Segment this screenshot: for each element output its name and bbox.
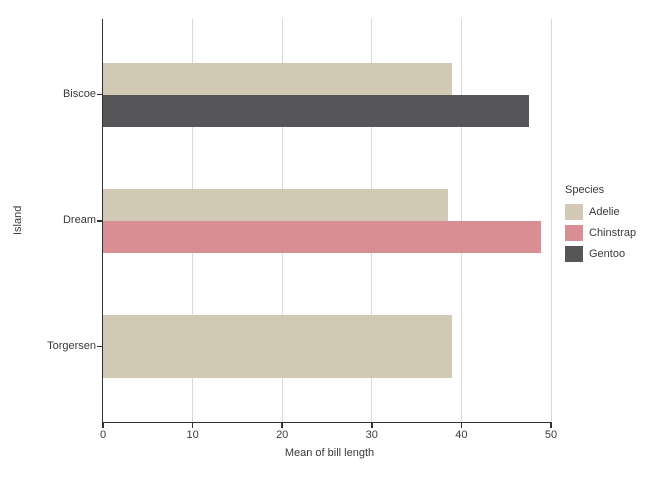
x-tick-0 (102, 423, 104, 428)
legend-title: Species (565, 184, 605, 196)
x-axis-title: Mean of bill length (284, 447, 375, 459)
legend-swatch-gentoo (565, 246, 583, 262)
x-tick-label-30: 30 (365, 429, 378, 441)
legend: Species Adelie Chinstrap Gentoo (565, 184, 636, 267)
bar-gentoo-biscoe (103, 94, 529, 127)
x-tick-10 (191, 423, 194, 428)
x-tick-20 (281, 423, 283, 428)
bar-chinstrap-dream (103, 220, 541, 253)
x-tick-label-0: 0 (99, 429, 107, 441)
x-axis-line (101, 421, 552, 423)
x-tick-label-40: 40 (455, 429, 468, 441)
y-tick-dream (96, 220, 102, 222)
plot-area (103, 19, 556, 422)
bar-adelie-torgersen (103, 315, 452, 379)
legend-swatch-chinstrap (565, 225, 583, 241)
x-tick-label-10: 10 (186, 429, 199, 441)
legend-label-chinstrap: Chinstrap (589, 226, 637, 239)
bar-adelie-dream (103, 188, 448, 221)
gridline-40 (460, 19, 462, 422)
y-axis-line (101, 19, 103, 423)
bar-adelie-biscoe (103, 62, 453, 95)
y-tick-biscoe (96, 93, 102, 96)
y-tick-label-torgersen: Torgersen (47, 340, 96, 353)
y-tick-torgersen (96, 345, 102, 348)
legend-swatch-adelie (565, 204, 583, 220)
x-tick-30 (371, 423, 373, 428)
x-tick-label-20: 20 (276, 429, 289, 441)
x-tick-50 (550, 423, 552, 428)
gridline-50 (550, 19, 552, 422)
legend-label-gentoo: Gentoo (589, 247, 626, 260)
x-tick-40 (460, 423, 463, 428)
legend-entry-gentoo: Gentoo (565, 246, 636, 262)
y-tick-label-dream: Dream (62, 214, 96, 227)
legend-entry-adelie: Adelie (565, 204, 636, 220)
legend-entries: Adelie Chinstrap Gentoo (565, 204, 636, 262)
y-tick-label-biscoe: Biscoe (62, 88, 96, 100)
x-tick-label-50: 50 (544, 429, 558, 441)
legend-label-adelie: Adelie (589, 205, 620, 218)
legend-entry-chinstrap: Chinstrap (565, 225, 636, 241)
